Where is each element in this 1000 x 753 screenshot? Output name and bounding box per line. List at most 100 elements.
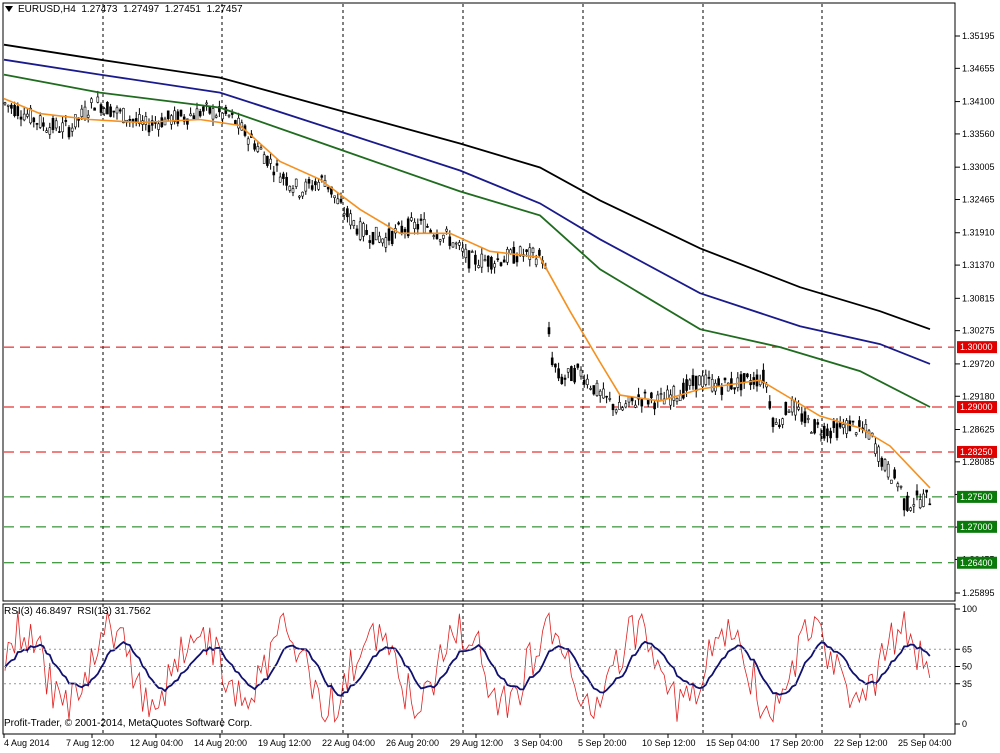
- price-tick-label: 1.33560: [962, 129, 995, 139]
- candle-body: [874, 443, 877, 454]
- candle-body: [669, 394, 672, 406]
- candle-body: [288, 185, 292, 191]
- candle-body: [666, 389, 669, 399]
- candle-body: [768, 401, 772, 409]
- candle-body: [211, 108, 215, 120]
- candle-body: [186, 118, 189, 125]
- candle-body: [304, 181, 308, 192]
- time-tick-label: 26 Aug 20:00: [386, 738, 439, 748]
- candle-body: [256, 146, 260, 152]
- candle-body: [810, 432, 813, 434]
- price-tick-label: 1.33005: [962, 162, 995, 172]
- candle-body: [451, 242, 455, 248]
- candle-body: [675, 398, 679, 402]
- candle-body: [419, 218, 423, 221]
- candle-body: [70, 127, 74, 132]
- candle-body: [26, 113, 29, 117]
- candle-body: [275, 163, 279, 166]
- candle-body: [918, 499, 922, 509]
- candle-body: [339, 198, 343, 203]
- candle-body: [602, 388, 605, 399]
- candle-body: [701, 375, 704, 388]
- candle-body: [355, 228, 359, 235]
- candle-body: [144, 116, 148, 125]
- rsi-tick-label: 0: [962, 719, 967, 729]
- candle-body: [586, 378, 589, 385]
- candlesticks: [3, 90, 932, 517]
- time-tick-label: 25 Sep 04:00: [898, 738, 952, 748]
- candle-body: [822, 425, 826, 439]
- candle-body: [480, 253, 484, 268]
- candle-body: [147, 125, 151, 133]
- candle-body: [115, 107, 119, 114]
- candle-body: [432, 235, 436, 237]
- candle-body: [259, 147, 263, 150]
- candle-body: [579, 369, 583, 377]
- candle-body: [790, 399, 794, 413]
- ma-black-line: [3, 43, 931, 331]
- candle-body: [387, 228, 391, 241]
- candle-body: [253, 143, 256, 150]
- candle-body: [496, 258, 500, 260]
- candle-body: [22, 113, 26, 121]
- price-tick-label: 1.34655: [962, 63, 995, 73]
- candle-body: [358, 221, 362, 240]
- candle-body: [458, 242, 461, 246]
- candle-body: [298, 195, 301, 198]
- candle-body: [307, 179, 311, 184]
- candle-body: [806, 418, 810, 420]
- candle-body: [886, 463, 890, 478]
- candle-body: [490, 256, 493, 270]
- candle-body: [310, 185, 314, 190]
- candle-body: [746, 373, 749, 378]
- candle-body: [368, 240, 372, 243]
- candle-body: [778, 424, 781, 428]
- candle-body: [35, 123, 39, 125]
- time-tick-label: 7 Aug 12:00: [66, 738, 114, 748]
- candle-body: [925, 489, 928, 493]
- candle-body: [326, 186, 330, 190]
- resistance-level-tag: [957, 341, 997, 354]
- candle-body: [637, 394, 640, 400]
- candle-body: [266, 155, 269, 166]
- candle-body: [320, 175, 324, 178]
- candle-body: [128, 119, 132, 121]
- candle-body: [150, 120, 154, 126]
- candle-body: [102, 108, 106, 115]
- candle-body: [371, 231, 375, 245]
- candle-body: [608, 398, 612, 400]
- candle-body: [829, 430, 832, 439]
- support-level-label: 1.26400: [960, 558, 993, 568]
- candle-body: [726, 382, 730, 392]
- time-tick-label: 29 Aug 12:00: [450, 738, 503, 748]
- rsi-tick-label: 50: [962, 662, 972, 672]
- candle-body: [851, 420, 855, 423]
- candle-body: [134, 118, 138, 122]
- candle-body: [192, 115, 196, 120]
- candle-body: [547, 327, 551, 335]
- rsi-slow-line: [4, 640, 931, 697]
- candle-body: [816, 422, 820, 425]
- time-tick-label: 12 Aug 04:00: [130, 738, 183, 748]
- support-level-label: 1.27000: [960, 522, 993, 532]
- price-tick-label: 1.34100: [962, 97, 995, 107]
- candle-body: [902, 498, 906, 511]
- candle-body: [499, 262, 503, 266]
- time-tick-label: 14 Aug 20:00: [194, 738, 247, 748]
- candle-body: [502, 259, 506, 263]
- rsi-tick-label: 65: [962, 644, 972, 654]
- time-tick-label: 4 Aug 2014: [4, 738, 50, 748]
- candle-body: [595, 382, 599, 396]
- candle-body: [563, 377, 567, 380]
- price-tick-label: 1.25895: [962, 588, 995, 598]
- candle-body: [237, 117, 240, 129]
- candle-body: [278, 176, 282, 183]
- candle-body: [454, 242, 458, 245]
- candle-body: [915, 490, 919, 496]
- candle-body: [272, 171, 276, 176]
- resistance-level-label: 1.30000: [960, 342, 993, 352]
- chart-menu-arrow-icon[interactable]: [4, 4, 14, 14]
- candle-body: [720, 386, 724, 395]
